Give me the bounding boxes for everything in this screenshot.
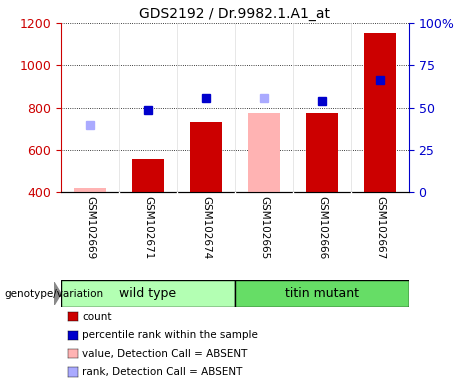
Text: GSM102674: GSM102674: [201, 197, 211, 260]
Text: count: count: [82, 312, 112, 322]
Text: percentile rank within the sample: percentile rank within the sample: [82, 330, 258, 340]
Text: GSM102666: GSM102666: [317, 197, 327, 260]
Text: titin mutant: titin mutant: [285, 287, 359, 300]
Text: wild type: wild type: [119, 287, 177, 300]
Bar: [132, 159, 164, 192]
Text: GSM102665: GSM102665: [259, 197, 269, 260]
Bar: [248, 113, 280, 192]
Bar: [364, 33, 396, 192]
Text: GSM102667: GSM102667: [375, 197, 385, 260]
Text: genotype/variation: genotype/variation: [5, 289, 104, 299]
Bar: [235, 280, 409, 307]
Bar: [306, 113, 338, 192]
Text: GSM102669: GSM102669: [85, 197, 95, 260]
Bar: [74, 188, 106, 192]
Bar: [190, 122, 222, 192]
Text: value, Detection Call = ABSENT: value, Detection Call = ABSENT: [82, 349, 248, 359]
Text: GSM102671: GSM102671: [143, 197, 153, 260]
Bar: [61, 280, 235, 307]
Polygon shape: [54, 282, 61, 305]
Text: rank, Detection Call = ABSENT: rank, Detection Call = ABSENT: [82, 367, 243, 377]
Title: GDS2192 / Dr.9982.1.A1_at: GDS2192 / Dr.9982.1.A1_at: [140, 7, 330, 21]
